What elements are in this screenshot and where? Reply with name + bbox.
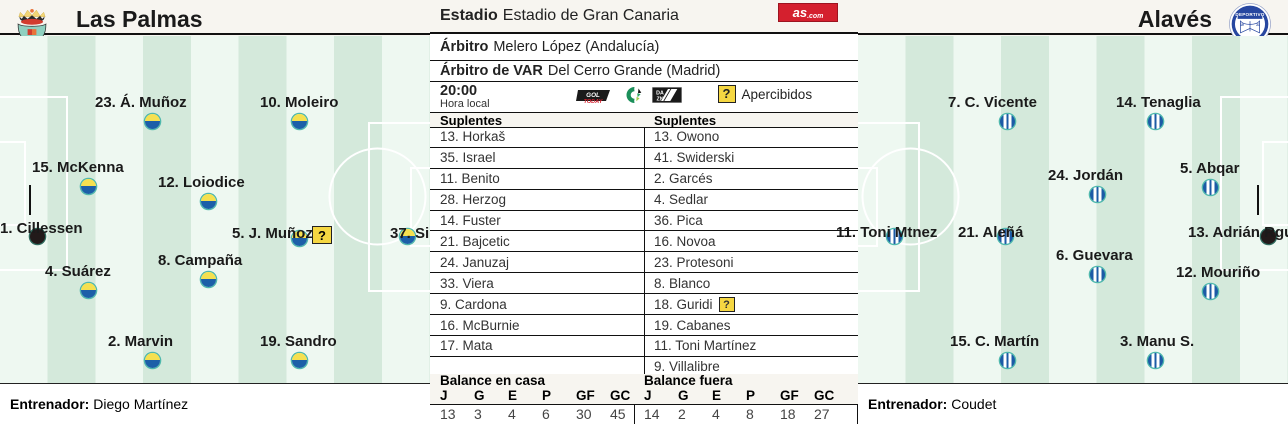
svg-text:19: 19 (1240, 23, 1244, 27)
svg-text:GOL: GOL (586, 92, 600, 99)
svg-text:TODAY: TODAY (583, 99, 603, 104)
svg-text:DEPORTIVO: DEPORTIVO (1235, 12, 1264, 17)
svg-text:21: 21 (1256, 23, 1260, 27)
